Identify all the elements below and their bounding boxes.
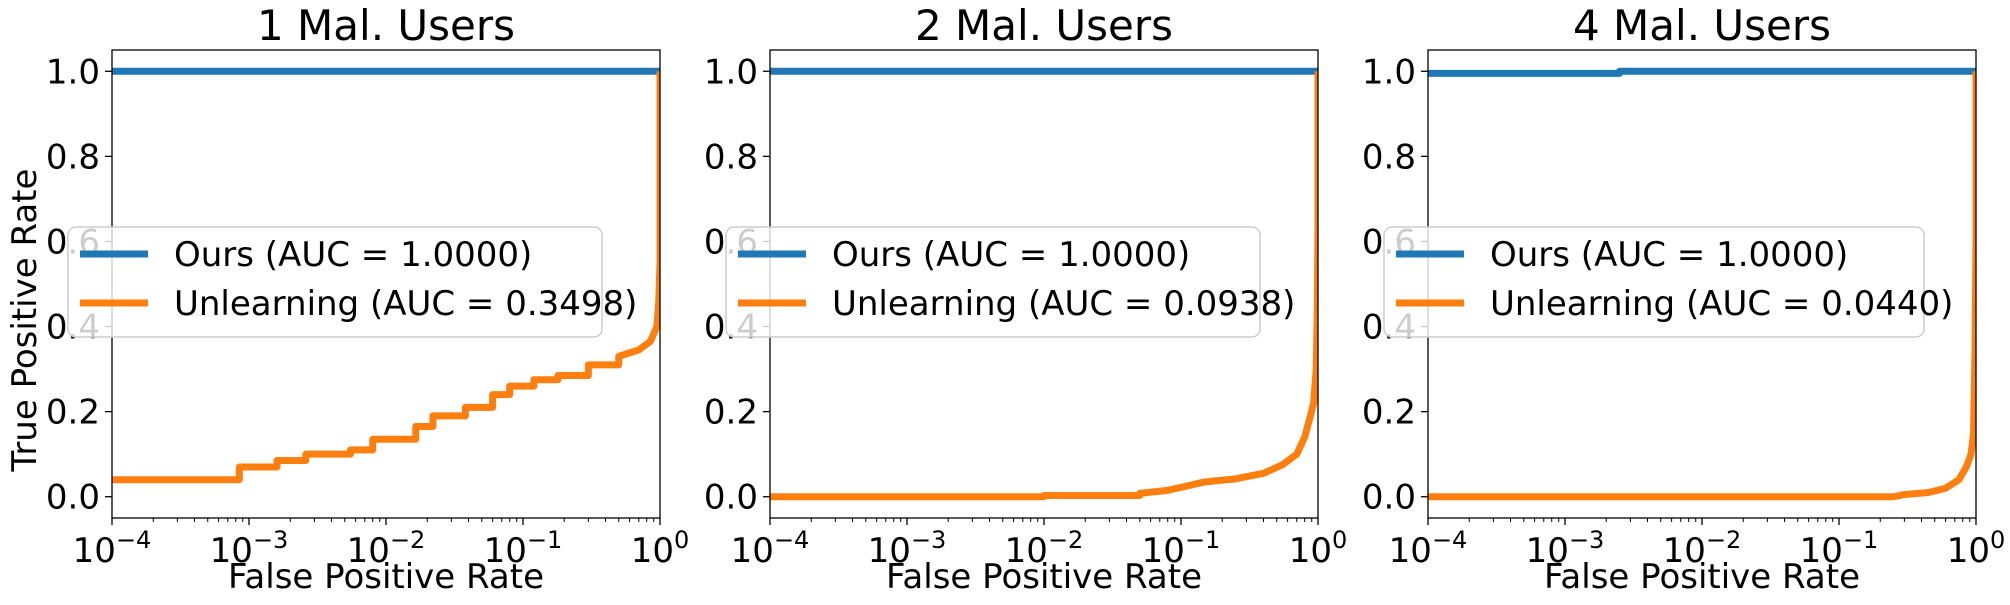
y-tick-label: 0.2 [1362,393,1416,433]
x-axis-label: False Positive Rate [886,557,1202,597]
legend-entry-label: Unlearning (AUC = 0.0440) [1490,284,1953,324]
y-tick-label: 0.0 [1362,478,1416,518]
x-tick-label: 100 [1947,526,2006,571]
x-tick-label: 10−1 [484,526,563,571]
legend: Ours (AUC = 1.0000) Unlearning (AUC = 0.3… [67,226,637,338]
y-tick-label: 0.0 [46,478,100,518]
series-line-unlearning [770,71,1318,501]
legend-box [67,226,603,338]
y-tick-label: 0.8 [46,137,100,177]
series-line-unlearning [1428,71,1976,501]
y-tick-label: 0.8 [704,137,758,177]
subplot-title: 2 Mal. Users [915,1,1173,50]
x-tick-label: 10−2 [1663,526,1742,571]
legend-box [1383,226,1925,338]
y-tick-label: 0.2 [46,393,100,433]
y-tick-label: 0.8 [1362,137,1416,177]
x-axis-label: False Positive Rate [1544,557,1860,597]
legend-entry-label: Ours (AUC = 1.0000) [174,235,532,275]
y-tick-label: 0.2 [704,393,758,433]
y-tick-label: 1.0 [1362,52,1416,92]
y-tick-label: 1.0 [704,52,758,92]
legend-entry-label: Unlearning (AUC = 0.3498) [174,284,637,324]
legend: Ours (AUC = 1.0000) Unlearning (AUC = 0.0… [725,226,1295,338]
x-tick-label: 10−4 [73,526,152,571]
x-tick-label: 100 [631,526,690,571]
x-tick-label: 10−1 [1800,526,1879,571]
legend-entry-label: Ours (AUC = 1.0000) [832,235,1190,275]
subplot-title: 1 Mal. Users [257,1,515,50]
x-tick-label: 10−4 [1389,526,1468,571]
subplot-title: 4 Mal. Users [1573,1,1831,50]
x-axis-label: False Positive Rate [228,557,544,597]
x-tick-label: 100 [1289,526,1348,571]
x-tick-label: 10−3 [210,526,289,571]
legend-entry-label: Ours (AUC = 1.0000) [1490,235,1848,275]
y-tick-label: 0.0 [704,478,758,518]
x-tick-label: 10−4 [731,526,810,571]
x-tick-label: 10−3 [868,526,947,571]
x-tick-label: 10−1 [1142,526,1221,571]
x-tick-label: 10−3 [1526,526,1605,571]
series-line-unlearning [112,71,660,484]
y-tick-label: 1.0 [46,52,100,92]
legend-entry-label: Unlearning (AUC = 0.0938) [832,284,1295,324]
figure-y-axis-label: True Positive Rate [5,169,45,473]
x-tick-label: 10−2 [347,526,426,571]
legend: Ours (AUC = 1.0000) Unlearning (AUC = 0.0… [1383,226,1953,338]
legend-box [725,226,1261,338]
series-line-ours [1428,67,1976,77]
x-tick-label: 10−2 [1005,526,1084,571]
